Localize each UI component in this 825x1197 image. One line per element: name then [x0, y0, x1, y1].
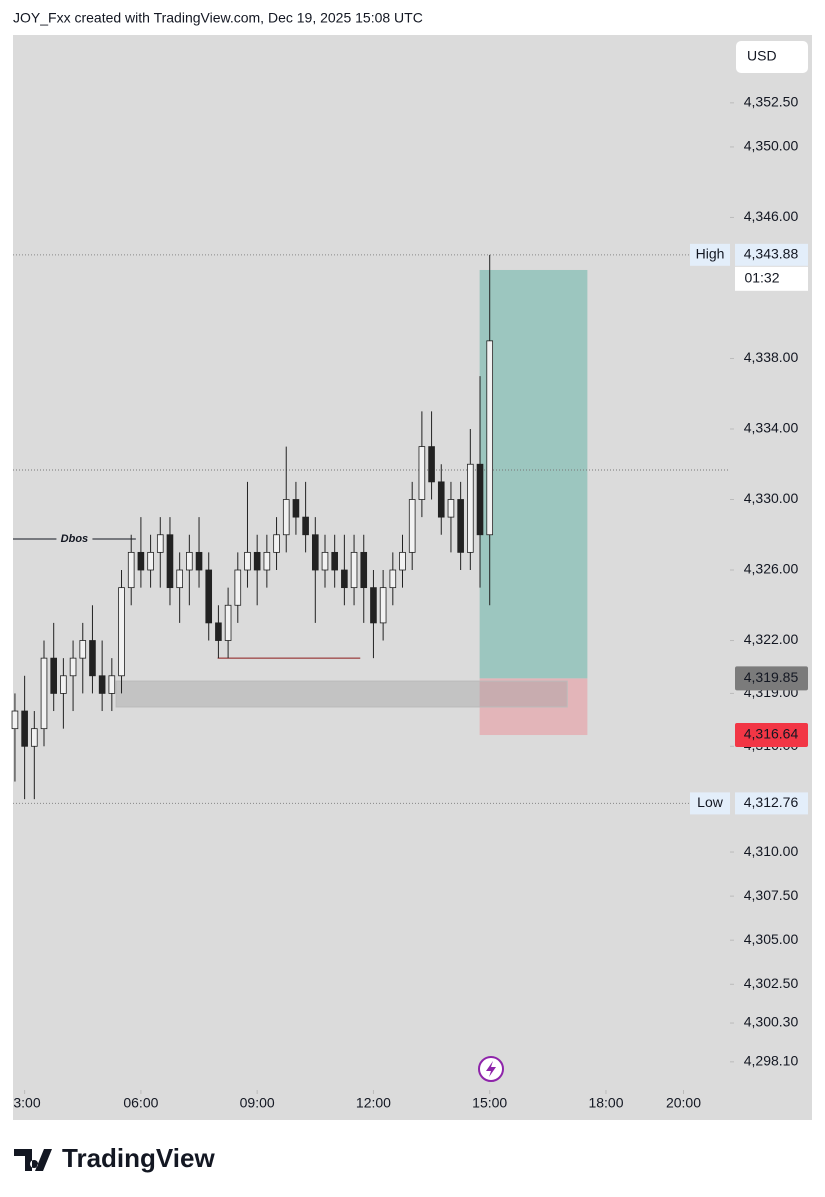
- candle-body: [253, 551, 261, 571]
- candle-body: [486, 340, 494, 536]
- y-tick-label: 4,302.50: [744, 975, 799, 991]
- level-value: 4,343.88: [744, 246, 799, 262]
- candle-body: [273, 534, 280, 553]
- candle-body: [234, 569, 242, 606]
- candle-body: [360, 551, 368, 589]
- candle-body: [457, 499, 464, 553]
- x-tick-label: 12:00: [356, 1095, 391, 1111]
- candle-body: [156, 534, 164, 553]
- level-name: High: [696, 246, 725, 262]
- chart-background: [13, 35, 812, 1120]
- y-tick-label: 4,352.50: [744, 94, 799, 110]
- y-tick-label: 4,298.10: [744, 1053, 799, 1069]
- x-tick-label: 15:00: [472, 1095, 507, 1111]
- y-tick-label: 4,330.00: [744, 490, 799, 506]
- dbos-bg: [56, 530, 93, 547]
- candle-body: [127, 551, 135, 589]
- level-value-box: [735, 243, 808, 266]
- logo: [14, 1149, 52, 1171]
- y-tick-label: 4,326.00: [744, 561, 799, 577]
- position-target: [479, 269, 588, 679]
- candle-body: [89, 640, 96, 677]
- countdown: 01:32: [744, 270, 779, 286]
- candle-body: [69, 657, 77, 677]
- y-tick-label: 4,350.00: [744, 138, 799, 154]
- candle-body: [215, 622, 222, 641]
- candle-body: [60, 675, 67, 694]
- candle-body: [408, 499, 416, 553]
- x-tick-label: 3:00: [13, 1095, 40, 1111]
- candle-body: [467, 463, 474, 553]
- candle-body: [176, 569, 183, 589]
- candle-body: [292, 499, 300, 518]
- logo-mark: [14, 1149, 52, 1171]
- y-tick-label: 4,300.30: [744, 1014, 799, 1030]
- dbos-label: Dbos: [61, 533, 89, 545]
- y-tick-label: 4,305.00: [744, 931, 799, 947]
- candle-body: [244, 551, 251, 571]
- candle-body: [186, 551, 193, 571]
- zone: [115, 680, 568, 708]
- candle-body: [370, 587, 377, 624]
- y-tick-label: 4,338.00: [744, 349, 799, 365]
- candle-body: [282, 499, 290, 536]
- candle-body: [379, 587, 387, 624]
- candle-body: [31, 728, 38, 747]
- candle-body: [11, 710, 19, 730]
- y-tick-label: 4,334.00: [744, 420, 799, 436]
- candle-body: [302, 516, 309, 536]
- x-tick-label: 09:00: [240, 1095, 275, 1111]
- candle-body: [263, 551, 271, 571]
- price-label: 4,319.85: [744, 669, 799, 685]
- level-name-box: [690, 243, 730, 266]
- lightning-glyph: [486, 1061, 496, 1077]
- candle-body: [389, 569, 397, 589]
- candle-body: [50, 657, 58, 694]
- candle-body: [428, 446, 435, 483]
- candle-body: [224, 604, 232, 641]
- candle-body: [331, 551, 338, 571]
- candle-body: [108, 675, 116, 694]
- candle-body: [166, 534, 174, 589]
- candle-body: [40, 657, 48, 730]
- candle-body: [79, 640, 87, 659]
- currency-button[interactable]: [736, 41, 808, 73]
- candle-body: [399, 551, 406, 571]
- y-tick-label: 4,310.00: [744, 843, 799, 859]
- candle-body: [437, 481, 445, 518]
- price-label: 4,316.64: [744, 726, 799, 742]
- candle-body: [341, 569, 348, 589]
- candle-body: [476, 463, 484, 536]
- level-name-box: [690, 792, 730, 815]
- price-label-box: [735, 666, 808, 691]
- candle-body: [350, 551, 358, 589]
- y-tick-label: 4,322.00: [744, 631, 799, 647]
- candle-body: [118, 587, 125, 677]
- currency: USD: [747, 48, 777, 64]
- level-value-box: [735, 792, 808, 815]
- logo-text: TradingView: [62, 1143, 215, 1173]
- candle-body: [21, 710, 28, 747]
- y-tick-label: 4,346.00: [744, 208, 799, 224]
- candle-body: [311, 534, 319, 571]
- x-tick-label: 06:00: [123, 1095, 158, 1111]
- candle-body: [447, 499, 455, 518]
- candle-body: [98, 675, 106, 694]
- level-name: Low: [697, 794, 724, 810]
- candle-body: [137, 551, 145, 571]
- level-value: 4,312.76: [744, 794, 799, 810]
- candle-body: [195, 551, 203, 571]
- x-tick-label: 18:00: [588, 1095, 623, 1111]
- candle-body: [147, 551, 154, 571]
- header: JOY_Fxx created with TradingView.com, De…: [13, 10, 423, 26]
- price-label-box: [735, 723, 808, 748]
- x-tick-label: 20:00: [666, 1095, 701, 1111]
- candle-body: [205, 569, 213, 624]
- candle-body: [418, 446, 426, 500]
- y-tick-label: 4,307.50: [744, 887, 799, 903]
- candle-body: [321, 551, 329, 571]
- countdown-box: [735, 266, 808, 291]
